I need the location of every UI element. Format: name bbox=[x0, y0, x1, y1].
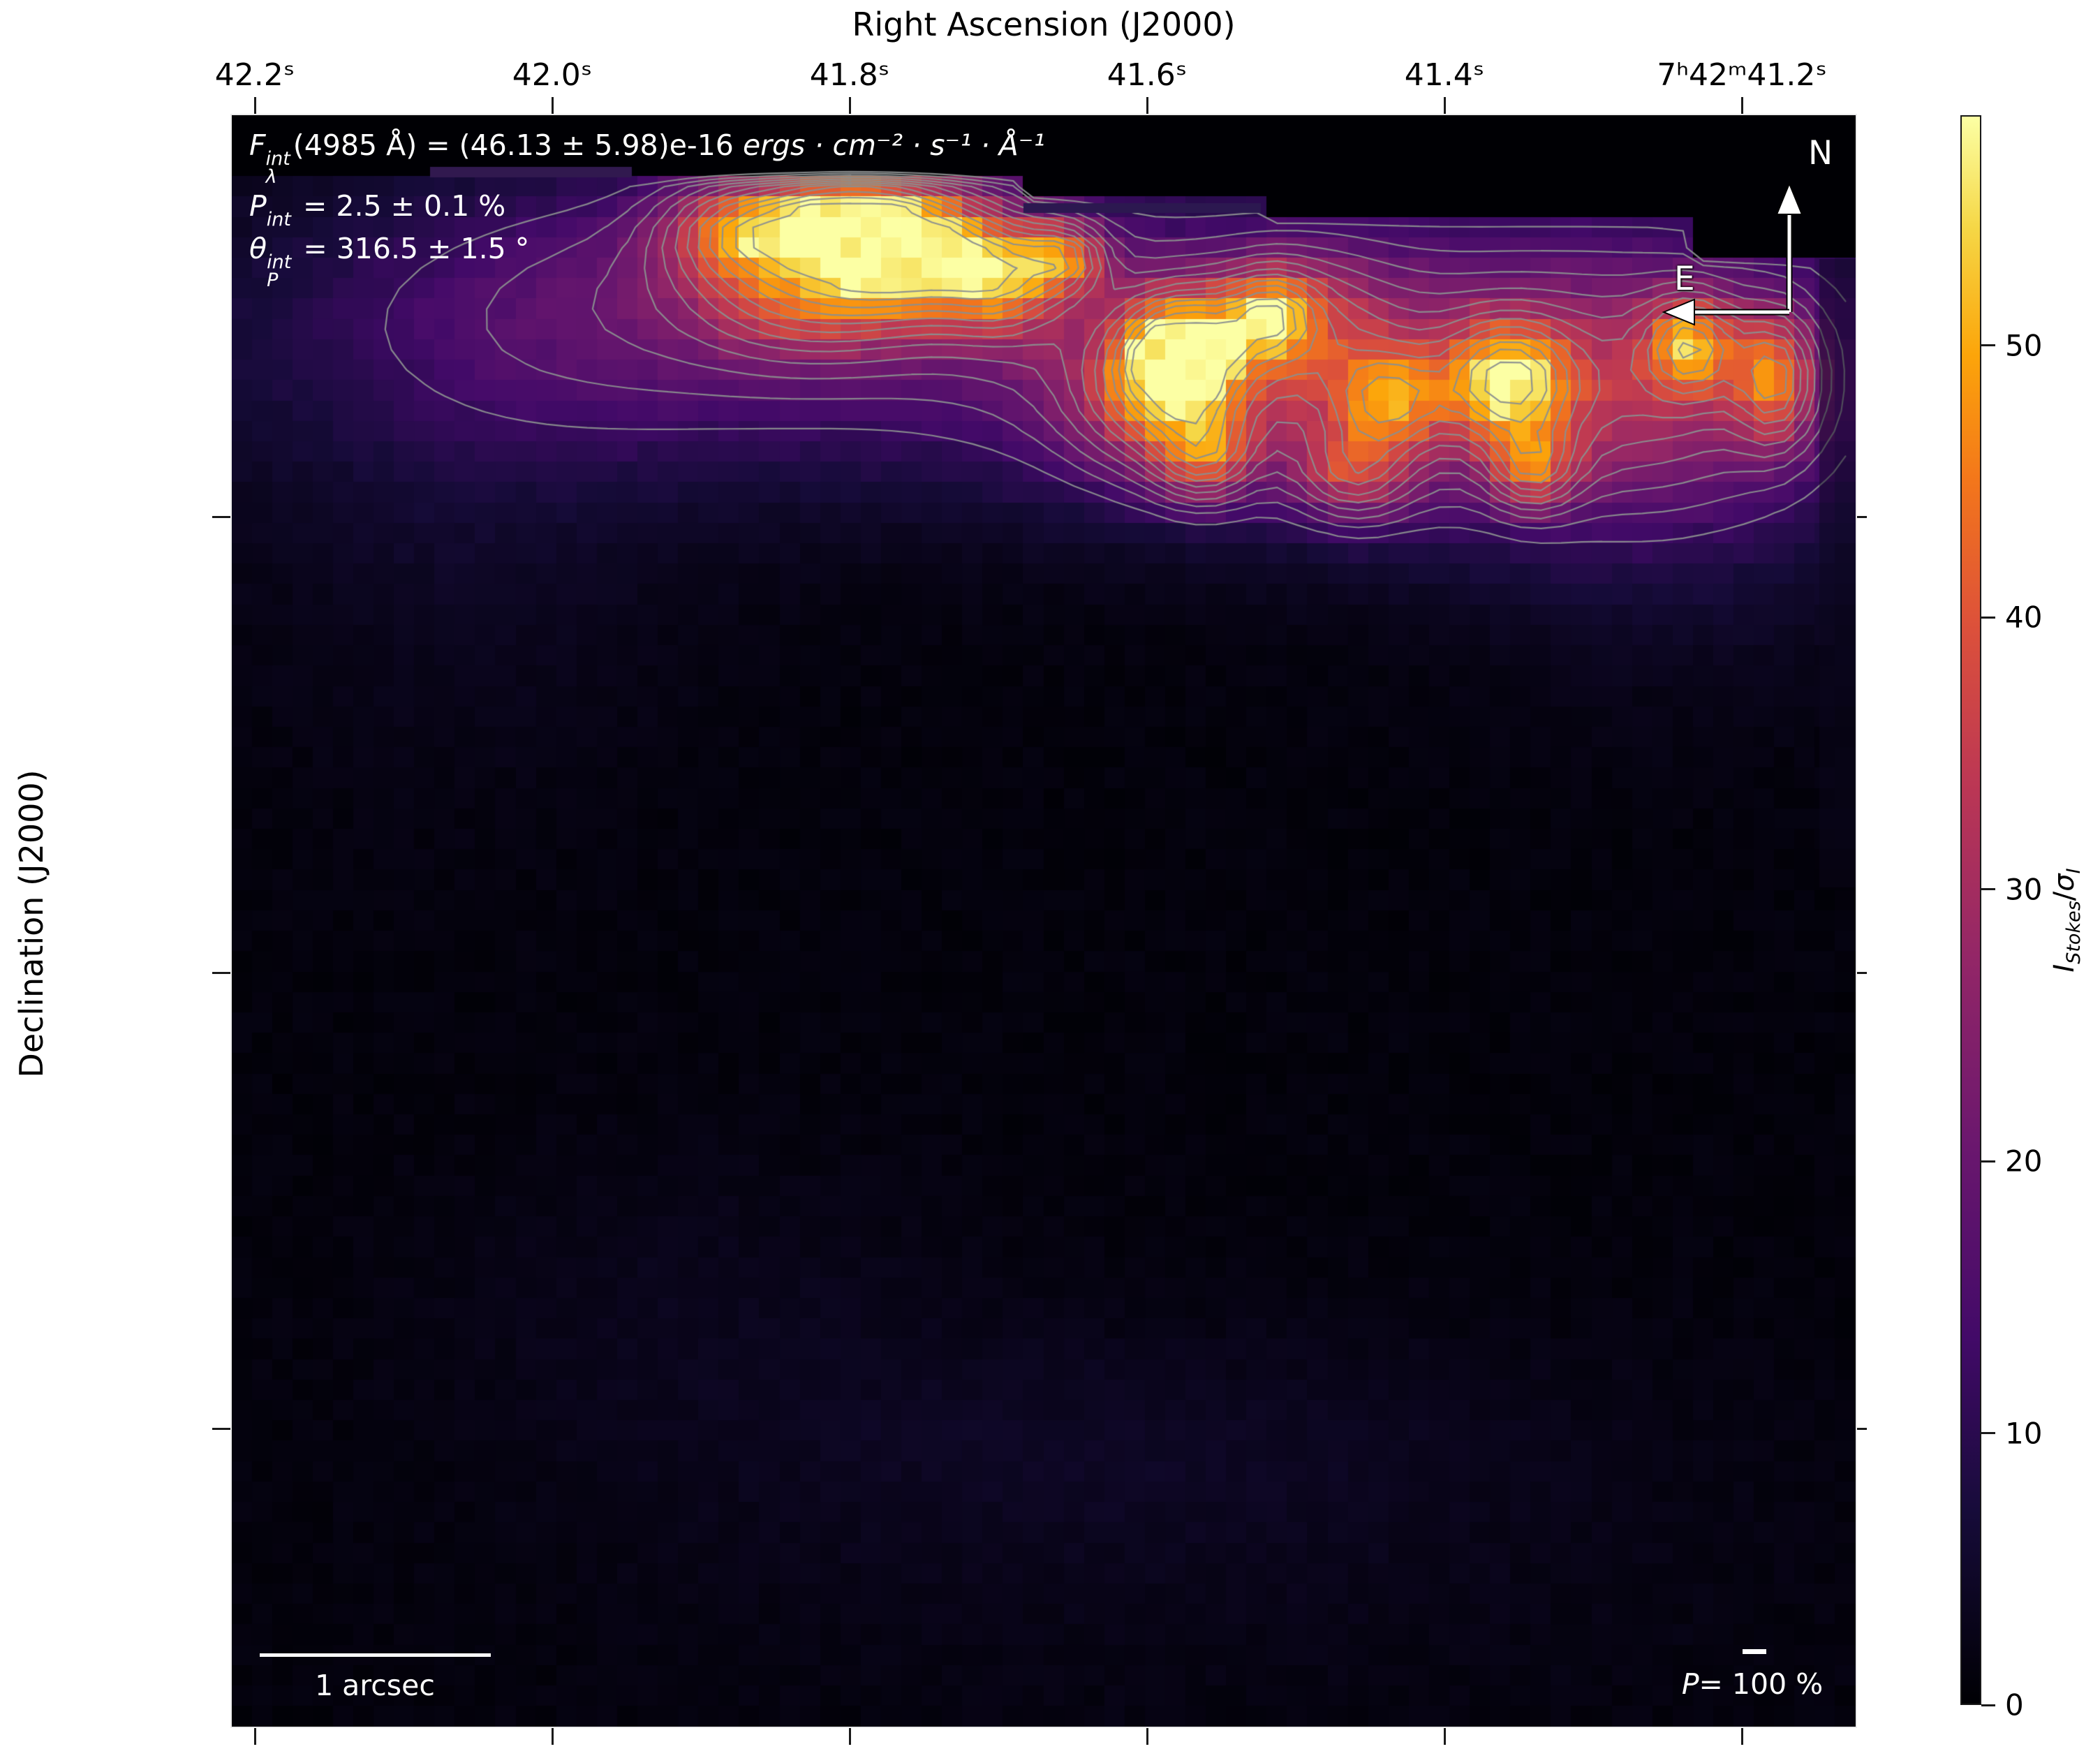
y-tick-left bbox=[212, 515, 232, 518]
colorbar-tick bbox=[1981, 1160, 1995, 1163]
x-tick-top bbox=[1740, 97, 1743, 115]
x-tick-bottom bbox=[551, 1727, 554, 1745]
colorbar-tick bbox=[1981, 1432, 1995, 1434]
y-tick-left bbox=[212, 971, 232, 974]
colorbar-tick bbox=[1981, 344, 1995, 346]
angle-value: = 316.5 ± 1.5 ° bbox=[294, 232, 530, 265]
x-tick-bottom bbox=[1443, 1727, 1446, 1745]
colorbar-tick bbox=[1981, 888, 1995, 890]
y-tick-right bbox=[1856, 515, 1867, 518]
arcsec-scalebar-label: 1 arcsec bbox=[315, 1669, 435, 1702]
colorbar-label-sigma-sub: I bbox=[2063, 868, 2085, 874]
x-axis-title: Right Ascension (J2000) bbox=[852, 6, 1236, 43]
colorbar-tick-label: 40 bbox=[2005, 600, 2043, 635]
pol-superscript: int bbox=[266, 209, 291, 230]
angle-subscript: P bbox=[267, 270, 279, 291]
colorbar-tick-label: 10 bbox=[2005, 1416, 2043, 1450]
arcsec-scalebar bbox=[260, 1653, 491, 1657]
polarization-ref-symbol: P bbox=[1681, 1667, 1699, 1701]
flux-superscript: int bbox=[265, 148, 290, 170]
x-tick-top bbox=[1146, 97, 1148, 115]
colorbar-label: IStokes/σI bbox=[2048, 781, 2085, 1060]
colorbar bbox=[1960, 115, 1981, 1705]
polarization-ref-value: = 100 % bbox=[1699, 1667, 1824, 1701]
y-tick-right bbox=[1856, 971, 1867, 974]
colorbar-tick bbox=[1981, 1704, 1995, 1706]
angle-symbol: θ bbox=[249, 232, 267, 265]
x-tick-top bbox=[1443, 97, 1446, 115]
y-axis-title: Declination (J2000) bbox=[13, 769, 50, 1078]
x-tick-bottom bbox=[1146, 1727, 1148, 1745]
polarization-ref-label: P= 100 % bbox=[1682, 1667, 1823, 1701]
flux-symbol: F bbox=[249, 128, 266, 162]
colorbar-label-stokes-sub: Stokes bbox=[2063, 901, 2085, 964]
colorbar-tick-label: 20 bbox=[2005, 1144, 2043, 1179]
angle-superscript: int bbox=[267, 251, 292, 273]
x-tick-label: 41.6ˢ bbox=[1107, 57, 1188, 93]
intensity-map-canvas bbox=[232, 115, 1856, 1727]
polarization-ref-bar bbox=[1743, 1649, 1766, 1654]
pol-value: = 2.5 ± 0.1 % bbox=[293, 189, 506, 223]
x-tick-bottom bbox=[1740, 1727, 1743, 1745]
colorbar-tick-label: 0 bbox=[2005, 1688, 2024, 1722]
x-tick-label: 41.8ˢ bbox=[809, 57, 890, 93]
east-label: E bbox=[1674, 260, 1695, 298]
north-label: N bbox=[1808, 134, 1833, 172]
pol-symbol: P bbox=[249, 189, 267, 223]
colorbar-tick bbox=[1981, 616, 1995, 619]
x-tick-label: 42.2ˢ bbox=[214, 57, 295, 93]
x-tick-top bbox=[551, 97, 554, 115]
y-tick-right bbox=[1856, 1427, 1867, 1430]
x-tick-bottom bbox=[848, 1727, 851, 1745]
colorbar-label-slash: / bbox=[2048, 891, 2080, 901]
x-tick-label: 42.0ˢ bbox=[512, 57, 593, 93]
colorbar-label-I: I bbox=[2048, 964, 2080, 973]
colorbar-tick-label: 30 bbox=[2005, 872, 2043, 906]
x-tick-label: 41.4ˢ bbox=[1404, 57, 1485, 93]
x-tick-top bbox=[848, 97, 851, 115]
y-tick-left bbox=[212, 1427, 232, 1430]
x-tick-bottom bbox=[253, 1727, 256, 1745]
angle-annotation-line: θ int P = 316.5 ± 1.5 ° bbox=[249, 229, 1045, 290]
flux-subscript: λ bbox=[265, 166, 277, 188]
flux-value: (4985 Å) = (46.13 ± 5.98)e-16 bbox=[293, 128, 743, 162]
colorbar-label-sigma: σ bbox=[2048, 873, 2080, 892]
x-tick-top bbox=[253, 97, 256, 115]
flux-units: ergs · cm⁻² · s⁻¹ · Å⁻¹ bbox=[742, 128, 1045, 162]
colorbar-tick-label: 50 bbox=[2005, 328, 2043, 362]
x-tick-label: 7ʰ42ᵐ41.2ˢ bbox=[1657, 57, 1827, 93]
